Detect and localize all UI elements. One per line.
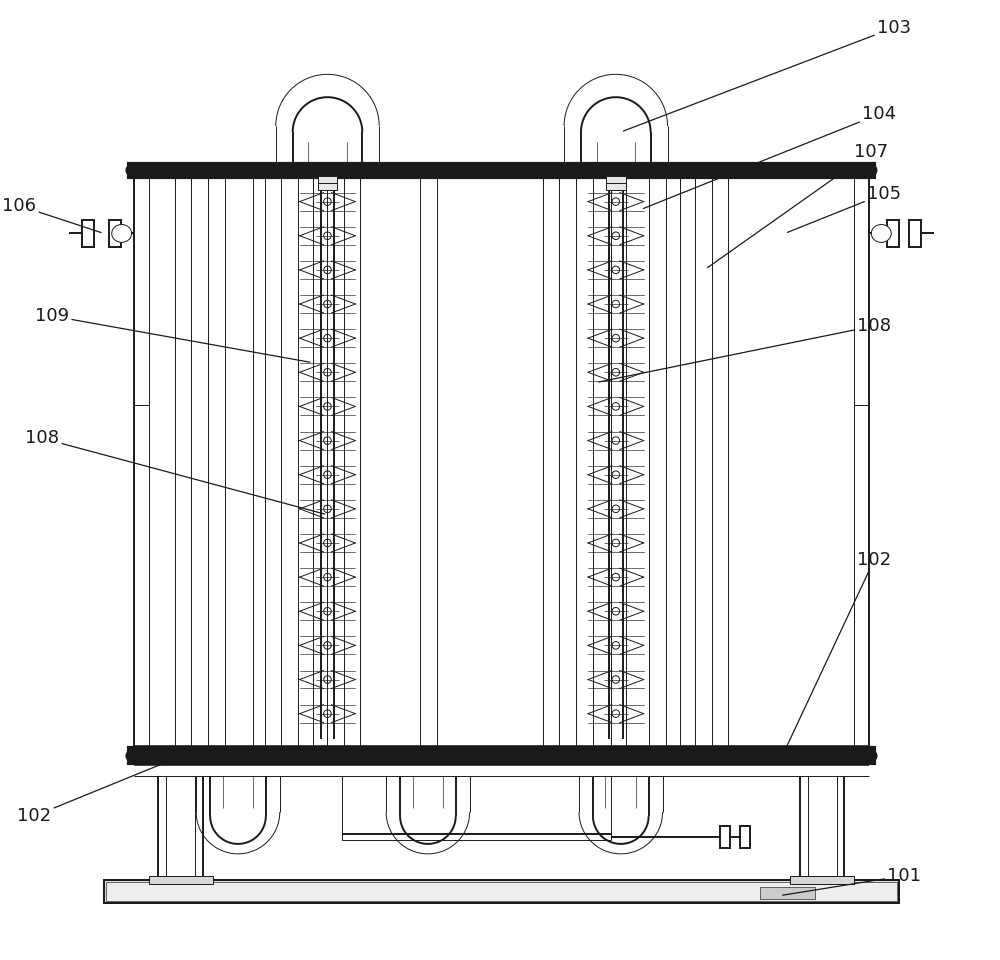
Text: 107: 107 — [708, 143, 888, 268]
Bar — [109, 220, 121, 248]
Text: 108: 108 — [599, 317, 891, 382]
Text: 109: 109 — [35, 307, 310, 362]
Text: 106: 106 — [2, 197, 101, 232]
Text: 105: 105 — [787, 184, 901, 232]
Circle shape — [866, 751, 877, 761]
Text: 101: 101 — [783, 867, 921, 895]
Bar — [606, 176, 626, 190]
Circle shape — [126, 751, 137, 761]
Circle shape — [126, 165, 137, 176]
Text: 103: 103 — [623, 18, 911, 131]
Circle shape — [866, 165, 877, 176]
Text: 104: 104 — [643, 105, 896, 208]
Bar — [104, 879, 899, 902]
Bar — [909, 220, 921, 248]
Bar — [129, 164, 874, 177]
Text: 102: 102 — [786, 550, 891, 748]
Bar — [106, 881, 897, 900]
Bar — [760, 887, 815, 899]
Bar — [149, 876, 213, 883]
Bar — [82, 220, 94, 248]
Bar — [318, 176, 337, 190]
Bar — [740, 826, 750, 848]
Bar — [887, 220, 899, 248]
Text: 102: 102 — [17, 764, 161, 825]
Bar — [720, 826, 730, 848]
Ellipse shape — [871, 225, 891, 242]
Bar — [129, 749, 874, 763]
Bar — [790, 876, 854, 883]
Ellipse shape — [112, 225, 132, 242]
Text: 108: 108 — [25, 429, 325, 514]
